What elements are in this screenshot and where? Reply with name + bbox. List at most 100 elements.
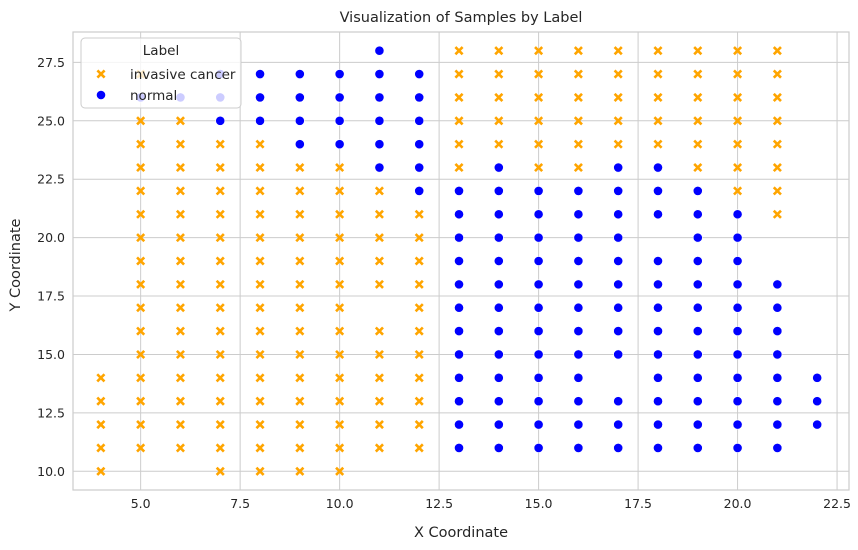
data-point-o — [772, 326, 783, 337]
data-point-o — [692, 232, 703, 243]
data-point-o — [613, 302, 624, 313]
data-point-x — [733, 92, 743, 102]
data-point-o — [613, 396, 624, 407]
data-point-o — [613, 443, 624, 453]
data-point-x — [96, 373, 106, 383]
data-point-o — [533, 279, 544, 290]
data-point-o — [573, 232, 584, 243]
data-point-o — [692, 256, 703, 266]
data-point-x — [414, 256, 424, 266]
data-point-x — [175, 349, 185, 359]
data-point-o — [414, 139, 425, 150]
data-point-o — [573, 326, 584, 337]
data-point-o — [692, 185, 703, 196]
data-point-x — [653, 139, 663, 149]
data-point-o — [692, 396, 703, 407]
data-point-o — [493, 256, 504, 266]
data-point-o — [414, 162, 425, 173]
data-point-x — [215, 466, 225, 476]
y-tick-label: 12.5 — [37, 405, 65, 420]
data-point-x — [573, 92, 583, 102]
data-point-o — [772, 396, 783, 407]
data-point-x — [414, 303, 424, 313]
data-point-x — [136, 443, 146, 453]
data-point-x — [414, 233, 424, 243]
data-point-x — [255, 466, 265, 476]
data-point-o — [812, 396, 823, 407]
data-point-x — [534, 139, 544, 149]
data-point-o — [374, 115, 385, 126]
data-point-o — [653, 185, 663, 196]
data-point-x — [693, 69, 703, 79]
data-point-x — [215, 396, 225, 406]
data-point-o — [493, 396, 504, 407]
data-point-x — [772, 69, 782, 79]
data-point-x — [255, 349, 265, 359]
data-point-x — [255, 420, 265, 430]
data-point-x — [136, 163, 146, 173]
data-point-o — [533, 396, 544, 407]
data-point-o — [772, 302, 783, 313]
data-point-o — [454, 349, 464, 360]
data-point-x — [295, 466, 305, 476]
data-point-o — [732, 232, 743, 243]
data-point-x — [175, 233, 185, 243]
data-point-x — [295, 186, 305, 196]
data-point-x — [335, 466, 345, 476]
data-point-o — [653, 209, 663, 220]
legend-title: Label — [143, 43, 179, 59]
data-point-x — [335, 443, 345, 453]
y-tick-label: 20.0 — [37, 230, 65, 245]
data-point-x — [374, 443, 384, 453]
data-point-o — [732, 256, 743, 266]
data-point-x — [534, 163, 544, 173]
data-point-x — [295, 279, 305, 289]
data-point-x — [613, 46, 623, 56]
data-point-x — [335, 420, 345, 430]
data-point-o — [533, 326, 544, 337]
data-point-x — [534, 69, 544, 79]
data-point-x — [772, 116, 782, 126]
data-point-x — [136, 326, 146, 336]
data-point-x — [613, 139, 623, 149]
data-point-x — [215, 279, 225, 289]
data-point-x — [733, 139, 743, 149]
data-point-o — [573, 372, 584, 383]
x-tick-label: 22.5 — [823, 496, 851, 511]
data-point-o — [215, 115, 226, 126]
data-point-x — [136, 139, 146, 149]
x-tick-label: 5.0 — [131, 496, 151, 511]
data-point-o — [653, 162, 663, 173]
data-point-o — [732, 372, 743, 383]
data-point-x — [374, 233, 384, 243]
data-point-o — [454, 209, 464, 220]
data-point-x — [494, 92, 504, 102]
data-point-o — [454, 396, 464, 407]
data-point-x — [136, 186, 146, 196]
data-point-x — [374, 420, 384, 430]
data-point-o — [533, 443, 544, 453]
data-point-x — [136, 209, 146, 219]
data-point-o — [812, 419, 823, 430]
data-point-x — [255, 279, 265, 289]
data-point-o — [613, 349, 624, 360]
data-point-o — [692, 419, 703, 430]
data-point-o — [334, 139, 345, 150]
data-point-o — [533, 349, 544, 360]
data-point-x — [136, 396, 146, 406]
data-point-o — [493, 232, 504, 243]
data-point-x — [175, 186, 185, 196]
data-point-o — [692, 209, 703, 220]
data-point-o — [573, 396, 584, 407]
data-point-o — [692, 302, 703, 313]
data-point-o — [653, 396, 663, 407]
y-tick-label: 10.0 — [37, 464, 65, 479]
data-point-x — [693, 46, 703, 56]
y-tick-label: 17.5 — [37, 289, 65, 304]
data-point-x — [335, 186, 345, 196]
data-point-x — [136, 233, 146, 243]
data-point-o — [374, 69, 385, 79]
data-point-o — [493, 302, 504, 313]
x-tick-label: 7.5 — [230, 496, 250, 511]
data-point-o — [772, 372, 783, 383]
